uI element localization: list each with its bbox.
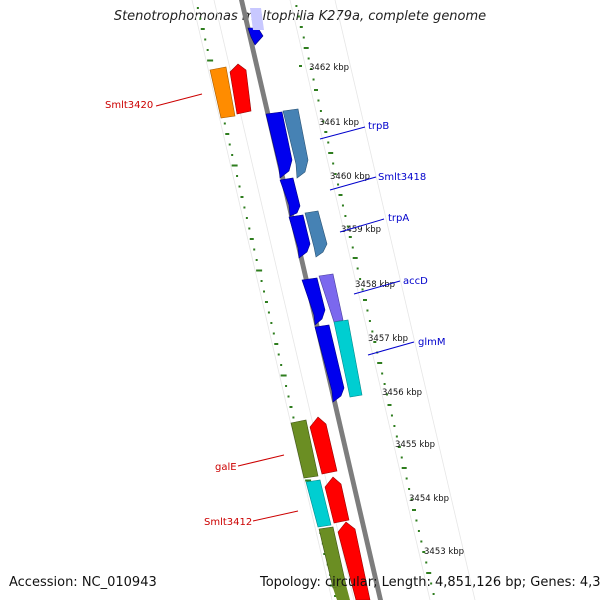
gene-trpB-steel[interactable] <box>282 108 309 179</box>
band-edge <box>289 0 431 600</box>
gene-labels: trpB Smlt3418 trpA accD glmM Smlt3420 ga… <box>105 93 446 528</box>
gene-smlt3412-cyan[interactable] <box>305 479 332 528</box>
gene-smlt3412-red[interactable] <box>324 476 350 524</box>
gene-accD[interactable] <box>301 277 326 326</box>
band-edge <box>334 0 476 600</box>
gene-smlt3420-red[interactable] <box>229 63 252 115</box>
reverse-strand-genes <box>209 63 371 600</box>
tick-label: 3457 kbp <box>368 334 408 344</box>
label-accD[interactable]: accD <box>403 276 428 287</box>
gene-trpA[interactable] <box>288 214 311 259</box>
label-smlt3420[interactable]: Smlt3420 <box>105 100 153 111</box>
gene-bottom-red[interactable] <box>337 521 371 600</box>
tick-label: 3461 kbp <box>319 118 359 128</box>
label-smlt3412[interactable]: Smlt3412 <box>204 517 252 528</box>
tick-label: 3454 kbp <box>409 494 449 504</box>
gene-smlt3418[interactable] <box>279 177 301 217</box>
band-edge <box>191 0 333 600</box>
gene-glmM[interactable] <box>314 324 345 403</box>
tick-label: 3453 kbp <box>424 547 464 557</box>
tick-label: 3455 kbp <box>395 440 435 450</box>
label-smlt3418[interactable]: Smlt3418 <box>378 172 426 183</box>
kbp-ruler: 3462 kbp 3461 kbp 3460 kbp 3459 kbp 3458… <box>299 63 464 557</box>
forward-strand-genes <box>247 8 363 403</box>
tick-label: 3462 kbp <box>309 63 349 73</box>
label-trpB[interactable]: trpB <box>368 121 389 132</box>
label-trpA[interactable]: trpA <box>388 213 409 224</box>
label-galE[interactable]: galE <box>215 462 237 473</box>
tick-label: 3456 kbp <box>382 388 422 398</box>
gene-smlt3420-orange[interactable] <box>209 66 236 119</box>
map-bands <box>191 0 476 600</box>
gene-accD-purple[interactable] <box>318 273 344 323</box>
tick-label: 3459 kbp <box>341 225 381 235</box>
gene-galE-red[interactable] <box>309 416 338 475</box>
map-title: Stenotrophomonas maltophilia K279a, comp… <box>113 9 487 24</box>
gene-bottom-olive-2[interactable] <box>333 585 350 600</box>
gene-glmM-cyan[interactable] <box>333 319 363 398</box>
tick-label: 3460 kbp <box>330 172 370 182</box>
gene-trpA-steel[interactable] <box>304 210 328 258</box>
gene-top-partial-pale[interactable] <box>250 8 264 30</box>
label-glmM[interactable]: glmM <box>418 337 446 348</box>
accession-text: Accession: NC_010943 <box>9 575 157 590</box>
gene-galE[interactable] <box>290 419 319 479</box>
genome-summary-text: Topology: circular; Length: 4,851,126 bp… <box>260 575 600 590</box>
tick-label: 3458 kbp <box>355 280 395 290</box>
gene-trpB[interactable] <box>265 111 293 179</box>
